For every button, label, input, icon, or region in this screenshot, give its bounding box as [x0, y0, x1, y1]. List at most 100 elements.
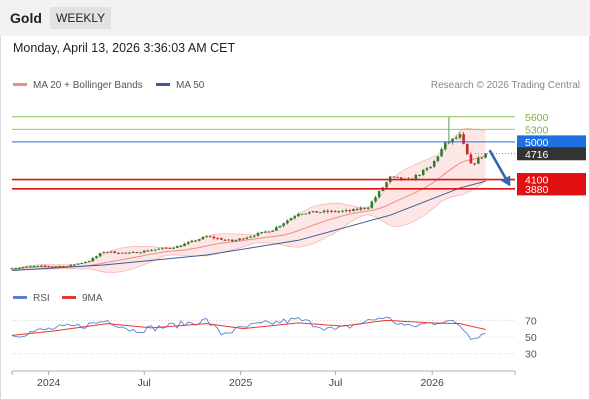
timeframe-chip[interactable]: WEEKLY — [50, 7, 112, 29]
candle-body — [87, 261, 91, 263]
candle-body — [256, 232, 260, 236]
candle-body — [440, 149, 443, 157]
x-tick-label: 2026 — [420, 377, 444, 389]
bollinger-lower-line — [11, 179, 486, 274]
candle-body — [271, 230, 274, 232]
candle-body — [84, 262, 87, 264]
ma20-swatch — [13, 82, 27, 86]
candle-body — [54, 266, 58, 268]
candle-body — [465, 143, 469, 155]
candle-body — [205, 236, 208, 238]
candle-body — [153, 249, 157, 251]
candle-body — [359, 207, 363, 210]
candle-body — [308, 212, 311, 214]
candle-body — [396, 176, 399, 178]
candle-body — [297, 213, 300, 217]
candle-body — [139, 252, 142, 254]
rsi-ma-legend-label: 9MA — [82, 293, 103, 304]
level-label-5300: 5300 — [525, 124, 549, 136]
support-zone-tag — [517, 173, 586, 196]
candle-body — [293, 216, 297, 219]
candle-body — [484, 153, 487, 158]
rsi-tick-70: 70 — [525, 315, 537, 327]
candle-body — [58, 266, 62, 268]
candle-body — [245, 237, 249, 239]
candle-body — [363, 207, 366, 209]
x-tick-label: 2024 — [37, 377, 61, 389]
level-tag-5000 — [517, 135, 586, 149]
bollinger-band-fill — [12, 128, 486, 273]
ma50-swatch — [156, 82, 170, 86]
candle-body — [447, 142, 451, 144]
candle-body — [161, 247, 164, 249]
top-bar: Gold WEEKLY — [0, 0, 590, 36]
candle-body — [124, 252, 128, 254]
ma20-legend-label: MA 20 + Bollinger Bands — [33, 80, 143, 91]
rsi-tick-30: 30 — [525, 349, 537, 361]
candle-body — [333, 210, 337, 212]
forecast-arrow-head — [500, 175, 511, 187]
candle-body — [29, 266, 32, 268]
candles-group — [10, 116, 487, 270]
candle-body — [451, 138, 454, 143]
candle-body — [227, 239, 230, 241]
research-credit: Research © 2026 Trading Central — [430, 80, 580, 91]
candle-body — [352, 208, 355, 212]
candle-body — [366, 207, 370, 209]
candle-body — [418, 174, 421, 176]
candle-body — [348, 210, 352, 212]
candle-body — [319, 212, 322, 214]
candle-body — [286, 220, 289, 224]
candle-body — [469, 154, 473, 164]
x-tick-label: Jul — [137, 377, 150, 389]
candle-body — [425, 168, 429, 171]
rsi-swatch — [13, 295, 27, 299]
candle-body — [223, 239, 227, 241]
candle-body — [370, 201, 374, 208]
rsi-tick-50: 50 — [525, 332, 537, 344]
candle-body — [458, 134, 462, 138]
candle-body — [322, 210, 326, 213]
candle-body — [201, 237, 205, 240]
candle-body — [399, 177, 403, 180]
candle-body — [157, 248, 161, 250]
candle-body — [190, 240, 194, 243]
candle-body — [311, 211, 315, 213]
candle-body — [102, 252, 106, 254]
candle-body — [150, 250, 153, 252]
last-price-label: 4716 — [525, 149, 549, 161]
candle-body — [473, 163, 476, 165]
candle-body — [183, 243, 186, 247]
candle-body — [65, 266, 69, 268]
candle-body — [51, 266, 54, 268]
candle-body — [462, 134, 465, 144]
candle-body — [146, 250, 150, 252]
candle-body — [142, 250, 146, 253]
candle-body — [69, 264, 73, 267]
candle-body — [117, 253, 120, 255]
candle-body — [443, 142, 447, 150]
forecast-arrow-shaft — [488, 149, 509, 182]
candle-body — [337, 211, 341, 213]
candle-body — [238, 238, 241, 241]
candle-body — [10, 268, 14, 270]
support-zone-label-3880: 3880 — [525, 184, 549, 196]
candle-body — [275, 227, 278, 231]
candle-body — [186, 242, 190, 244]
x-tick-label: Jul — [329, 377, 342, 389]
candle-body — [208, 236, 212, 238]
candle-body — [330, 210, 333, 212]
candle-body — [344, 210, 348, 212]
candle-body — [476, 158, 480, 164]
candle-body — [429, 166, 432, 169]
level-label-5600: 5600 — [525, 112, 549, 124]
candle-body — [73, 264, 76, 266]
legend-ma20: MA 20 + Bollinger Bands — [13, 80, 143, 91]
candle-body — [267, 231, 271, 233]
rsi-line — [11, 316, 486, 341]
legend-ma50: MA 50 — [156, 80, 204, 91]
level-label-5000: 5000 — [525, 137, 549, 149]
candle-body — [341, 210, 344, 212]
candle-body — [300, 213, 304, 215]
ma50-legend-label: MA 50 — [176, 80, 205, 91]
